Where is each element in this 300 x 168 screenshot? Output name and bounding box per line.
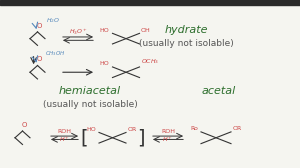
Bar: [0, 0, 300, 5]
Text: O: O: [21, 122, 27, 128]
Text: $H_3O^+$: $H_3O^+$: [68, 27, 88, 37]
Text: Ro: Ro: [190, 126, 198, 131]
Text: OH: OH: [141, 28, 151, 33]
Text: $H^+$: $H^+$: [59, 136, 70, 144]
Text: $OCH_3$: $OCH_3$: [141, 57, 159, 66]
Text: O: O: [36, 23, 42, 29]
Text: (usually not isolable): (usually not isolable): [43, 100, 137, 109]
Text: HO: HO: [100, 28, 110, 33]
Text: (usually not isolable): (usually not isolable): [139, 39, 233, 48]
Text: ROH: ROH: [161, 129, 175, 134]
Text: hemiacetal: hemiacetal: [59, 86, 121, 96]
Text: acetal: acetal: [202, 86, 236, 96]
Text: $CH_3OH$: $CH_3OH$: [45, 49, 66, 58]
Text: HO: HO: [86, 127, 96, 132]
Text: ]: ]: [137, 128, 145, 147]
Text: OR: OR: [128, 127, 137, 132]
Text: [: [: [80, 128, 88, 147]
Text: O: O: [36, 56, 42, 62]
Text: $H^+$: $H^+$: [162, 136, 174, 144]
Text: OR: OR: [232, 126, 242, 131]
Text: $H_2O$: $H_2O$: [46, 16, 61, 25]
Text: HO: HO: [100, 61, 110, 66]
Text: ROH: ROH: [58, 129, 71, 134]
Text: hydrate: hydrate: [164, 25, 208, 35]
